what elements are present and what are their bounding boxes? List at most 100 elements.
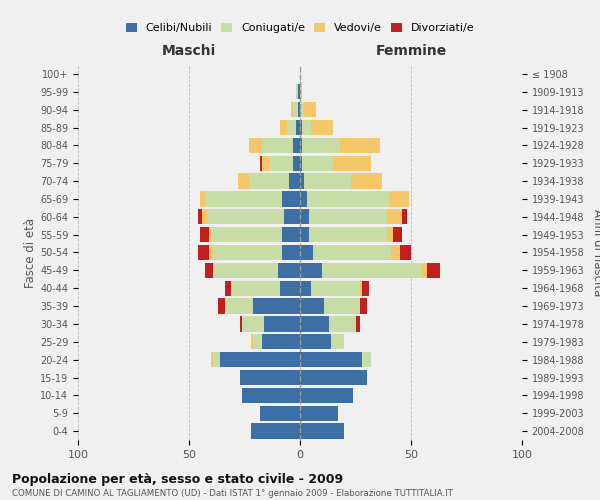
Bar bbox=[300, 174, 382, 188]
Bar bbox=[300, 227, 393, 242]
Bar bbox=[300, 120, 334, 135]
Bar bbox=[224, 298, 300, 314]
Bar bbox=[282, 245, 300, 260]
Text: COMUNE DI CAMINO AL TAGLIAMENTO (UD) - Dati ISTAT 1° gennaio 2009 - Elaborazione: COMUNE DI CAMINO AL TAGLIAMENTO (UD) - D… bbox=[12, 489, 453, 498]
Bar bbox=[242, 388, 300, 403]
Bar bbox=[300, 209, 402, 224]
Bar bbox=[300, 209, 407, 224]
Bar bbox=[251, 424, 300, 438]
Bar bbox=[300, 352, 362, 367]
Bar bbox=[300, 334, 331, 349]
Bar bbox=[207, 209, 300, 224]
Text: Femmine: Femmine bbox=[376, 44, 446, 58]
Bar bbox=[240, 316, 300, 332]
Bar bbox=[300, 424, 344, 438]
Bar bbox=[300, 120, 302, 135]
Bar bbox=[300, 120, 311, 135]
Bar bbox=[262, 334, 300, 349]
Bar bbox=[249, 138, 300, 153]
Bar bbox=[242, 388, 300, 403]
Bar bbox=[214, 352, 300, 367]
Bar bbox=[296, 84, 300, 100]
Bar bbox=[300, 388, 353, 403]
Bar bbox=[240, 370, 300, 385]
Bar bbox=[291, 102, 300, 117]
Bar bbox=[300, 245, 411, 260]
Bar bbox=[300, 316, 355, 332]
Bar bbox=[298, 84, 300, 100]
Bar bbox=[280, 280, 300, 296]
Bar bbox=[240, 370, 300, 385]
Bar bbox=[265, 316, 300, 332]
Bar bbox=[300, 263, 427, 278]
Bar bbox=[218, 298, 300, 314]
Bar bbox=[300, 263, 440, 278]
Bar bbox=[224, 298, 300, 314]
Bar bbox=[214, 245, 300, 260]
Bar bbox=[300, 245, 313, 260]
Bar bbox=[251, 334, 300, 349]
Bar bbox=[300, 316, 355, 332]
Bar bbox=[231, 280, 300, 296]
Bar bbox=[214, 263, 300, 278]
Bar bbox=[300, 406, 338, 421]
Bar bbox=[253, 298, 300, 314]
Bar bbox=[200, 192, 300, 206]
Bar bbox=[238, 174, 300, 188]
Bar bbox=[205, 192, 300, 206]
Bar bbox=[300, 424, 344, 438]
Bar bbox=[300, 192, 409, 206]
Bar bbox=[269, 156, 300, 171]
Bar bbox=[293, 138, 300, 153]
Bar bbox=[220, 352, 300, 367]
Bar bbox=[300, 280, 311, 296]
Bar bbox=[300, 370, 367, 385]
Bar bbox=[262, 156, 300, 171]
Bar bbox=[205, 263, 300, 278]
Bar bbox=[300, 316, 329, 332]
Bar bbox=[300, 192, 389, 206]
Bar bbox=[300, 245, 400, 260]
Bar bbox=[300, 334, 344, 349]
Bar bbox=[300, 192, 409, 206]
Bar bbox=[296, 84, 300, 100]
Bar bbox=[287, 120, 300, 135]
Bar bbox=[300, 209, 386, 224]
Bar bbox=[300, 388, 353, 403]
Bar bbox=[211, 352, 300, 367]
Text: Popolazione per età, sesso e stato civile - 2009: Popolazione per età, sesso e stato civil… bbox=[12, 472, 343, 486]
Bar bbox=[242, 388, 300, 403]
Bar bbox=[282, 192, 300, 206]
Bar bbox=[296, 84, 300, 100]
Bar bbox=[251, 424, 300, 438]
Bar bbox=[300, 298, 360, 314]
Bar bbox=[300, 316, 360, 332]
Bar bbox=[231, 280, 300, 296]
Bar bbox=[300, 280, 369, 296]
Bar bbox=[300, 227, 386, 242]
Bar bbox=[300, 227, 309, 242]
Bar bbox=[300, 370, 367, 385]
Bar bbox=[300, 156, 302, 171]
Bar bbox=[260, 406, 300, 421]
Bar bbox=[300, 388, 353, 403]
Bar bbox=[282, 227, 300, 242]
Bar bbox=[200, 192, 300, 206]
Bar bbox=[300, 192, 307, 206]
Bar bbox=[300, 102, 316, 117]
Bar bbox=[249, 174, 300, 188]
Bar bbox=[300, 298, 360, 314]
Bar bbox=[300, 352, 371, 367]
Y-axis label: Anni di nascita: Anni di nascita bbox=[591, 209, 600, 296]
Bar bbox=[300, 388, 353, 403]
Bar bbox=[300, 156, 334, 171]
Bar bbox=[300, 245, 391, 260]
Bar bbox=[300, 138, 380, 153]
Bar bbox=[300, 138, 302, 153]
Bar bbox=[280, 120, 300, 135]
Legend: Celibi/Nubili, Coniugati/e, Vedovi/e, Divorziati/e: Celibi/Nubili, Coniugati/e, Vedovi/e, Di… bbox=[121, 18, 479, 38]
Bar bbox=[260, 406, 300, 421]
Y-axis label: Fasce di età: Fasce di età bbox=[24, 218, 37, 288]
Bar bbox=[300, 84, 302, 100]
Bar bbox=[242, 316, 300, 332]
